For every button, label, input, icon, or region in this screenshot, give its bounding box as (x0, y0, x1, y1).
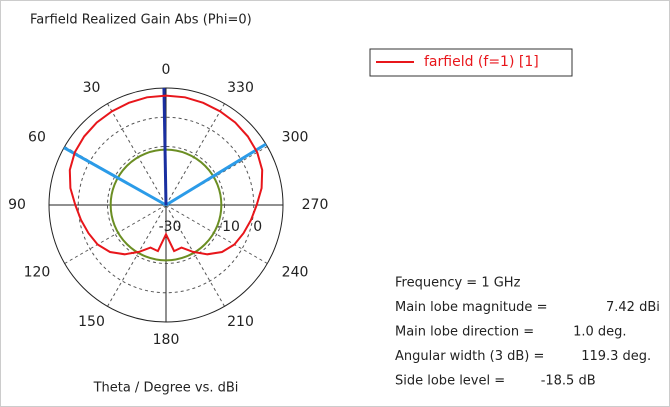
grid-spoke (64, 204, 167, 264)
annotation-label: Side lobe level = (395, 374, 505, 389)
theta-tick-label: 30 (83, 80, 101, 96)
outer-ring (48, 87, 284, 323)
r-tick-label: 0 (253, 219, 262, 235)
annotation-label: Main lobe direction = (395, 325, 534, 340)
grid-spoke (165, 204, 268, 264)
annotation-value: -18.5 dB (541, 374, 596, 389)
annotation-value: 1.0 deg. (573, 325, 626, 340)
theta-tick-label: 330 (227, 80, 254, 96)
theta-tick-label: 60 (28, 130, 46, 146)
theta-tick-label: 270 (302, 197, 329, 213)
theta-tick-label: 180 (153, 332, 180, 348)
theta-tick-label: 120 (24, 265, 51, 281)
grid-spoke (107, 204, 167, 307)
legend-label: farfield (f=1) [1] (424, 54, 539, 70)
beam-width-line (63, 146, 167, 207)
theta-tick-label: 240 (282, 265, 309, 281)
annotation-value: 119.3 deg. (581, 349, 651, 364)
grid-spoke (107, 103, 167, 206)
annotation-label: Frequency = 1 GHz (395, 276, 521, 291)
grid-ring (77, 116, 255, 294)
annotation-label: Angular width (3 dB) = (395, 349, 544, 364)
series-line (68, 94, 264, 256)
grid-ring (107, 146, 225, 264)
theta-tick-label: 150 (78, 314, 105, 330)
axis-label: Theta / Degree vs. dBi (93, 381, 239, 396)
grid-spoke (165, 103, 225, 206)
grid-spoke (165, 204, 225, 307)
theta-tick-label: 90 (8, 197, 26, 213)
theta-tick-label: 300 (282, 130, 309, 146)
annotation-label: Main lobe magnitude = (395, 300, 547, 315)
chart-title: Farfield Realized Gain Abs (Phi=0) (30, 13, 252, 28)
r-tick-label: -30 (159, 219, 182, 235)
beam-width-line (165, 142, 267, 207)
theta-tick-label: 210 (227, 314, 254, 330)
annotation-value: 7.42 dBi (606, 300, 660, 315)
main-lobe-line (162, 87, 168, 206)
theta-tick-label: 0 (162, 62, 171, 78)
r-tick-label: -10 (217, 219, 240, 235)
